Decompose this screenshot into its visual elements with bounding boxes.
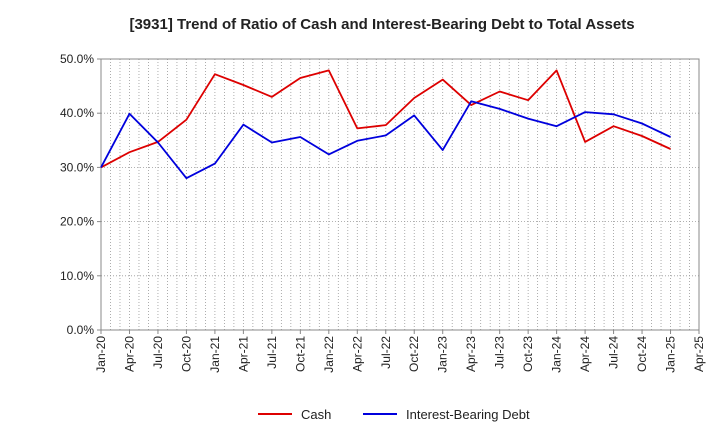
x-tick-label: Apr-21 [236,336,250,372]
x-tick-label: Apr-25 [692,336,706,372]
x-tick-label: Jan-24 [550,336,564,373]
y-tick-label: 0.0% [67,323,95,337]
x-tick-label: Oct-24 [635,336,649,372]
x-tick-label: Jul-23 [493,336,507,369]
axes: 0.0% 10.0% 20.0% 30.0% 40.0% 50.0% Jan-20 Apr-2… [60,52,706,373]
x-tick-label: Apr-22 [350,336,364,372]
chart-title: [3931] Trend of Ratio of Cash and Intere… [129,16,634,33]
x-tick-label: Apr-23 [464,336,478,372]
x-tick-label: Oct-23 [521,336,535,372]
x-tick-label: Apr-24 [578,336,592,372]
plot-frame [100,58,700,331]
x-tick-label: Jul-20 [151,336,165,369]
x-tick-label: Jul-22 [379,336,393,369]
x-tick-label: Jul-24 [607,336,621,369]
x-tick-label: Oct-20 [179,336,193,372]
grid [101,58,699,330]
y-tick-label: 40.0% [60,106,94,120]
x-tick-label: Jan-21 [208,336,222,373]
interest-bearing-debt-line [100,100,671,180]
legend: Cash Interest-Bearing Debt [258,407,530,422]
x-tick-label: Jan-25 [664,336,678,373]
y-tick-label: 30.0% [60,160,94,174]
legend-label-interest-bearing-debt: Interest-Bearing Debt [406,407,530,422]
x-tick-label: Oct-21 [293,336,307,372]
x-tick-label: Oct-22 [407,336,421,372]
cash-line [100,69,671,169]
x-tick-label: Apr-20 [122,336,136,372]
y-tick-label: 50.0% [60,52,94,66]
legend-label-cash: Cash [301,407,331,422]
y-tick-label: 20.0% [60,215,94,229]
x-tick-label: Jul-21 [265,336,279,369]
y-tick-label: 10.0% [60,269,94,283]
series-lines [100,69,671,180]
x-tick-label: Jan-23 [436,336,450,373]
x-tick-label: Jan-20 [94,336,108,373]
x-tick-label: Jan-22 [322,336,336,373]
